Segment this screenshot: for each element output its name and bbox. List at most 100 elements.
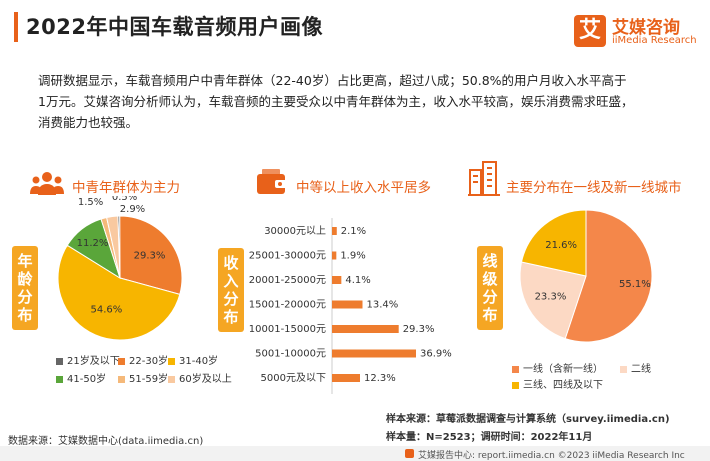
pie-value-label: 54.6% (90, 304, 122, 315)
income-panel-title: 中等以上收入水平居多 (296, 180, 431, 196)
pie-value-label: 2.9% (120, 204, 145, 215)
bottom-copyright: 艾媒报告中心: report.iimedia.cn ©2023 iiMedia … (418, 451, 685, 461)
buildings-icon (468, 161, 500, 196)
pie-value-label: 21.6% (545, 240, 577, 251)
legend-label: 21岁及以下 (67, 356, 120, 367)
logo-name-cn: 艾媒咨询 (612, 18, 680, 38)
intro-line-1: 调研数据显示，车载音频用户中青年群体（22-40岁）占比更高，超过八成；50.8… (38, 73, 627, 88)
income-side-label: 收 入 分 布 (218, 248, 244, 332)
income-bar (332, 300, 363, 309)
legend-item-tier2: 二线 (620, 360, 651, 375)
bar-category-label: 15001-20000元 (249, 300, 326, 311)
bar-value-label: 36.9% (420, 349, 452, 360)
city-legend: 一线（含新一线） 二线 三线、四线及以下 (512, 360, 692, 394)
pie-value-label: 55.1% (619, 279, 651, 290)
income-bar (332, 374, 360, 382)
bar-value-label: 4.1% (345, 275, 370, 286)
legend-swatch (118, 375, 125, 383)
legend-swatch (168, 357, 175, 365)
page-title: 2022年中国车载音频用户画像 (26, 15, 323, 39)
legend-swatch (168, 375, 175, 383)
legend-swatch (56, 357, 63, 365)
logo-mark-icon: 艾 (574, 15, 606, 47)
legend-label: 31-40岁 (179, 356, 219, 367)
income-bar (332, 349, 416, 358)
income-bar (332, 227, 337, 235)
income-bar (332, 276, 342, 284)
title-accent-bar (14, 12, 18, 42)
legend-swatch (512, 365, 519, 373)
brand-logo: 艾 艾媒咨询 iiMedia Research (574, 13, 704, 53)
sample-size: 样本量：N=2523；调研时间：2022年11月 (386, 432, 593, 443)
report-center-icon (405, 449, 414, 458)
legend-label: 二线 (631, 364, 651, 375)
bar-category-label: 5001-10000元 (255, 349, 326, 360)
pie-value-label: 23.3% (535, 291, 567, 302)
logo-name-en: iiMedia Research (612, 35, 697, 46)
legend-label: 51-59岁 (129, 374, 169, 385)
side-char: 年 (17, 252, 33, 270)
side-char: 布 (482, 306, 498, 324)
side-char: 入 (223, 272, 239, 290)
bar-category-label: 30000元以上 (264, 225, 326, 237)
legend-item-21-under: 21岁及以下 (56, 352, 120, 367)
legend-label: 三线、四线及以下 (523, 380, 603, 391)
bar-value-label: 29.3% (403, 324, 435, 335)
bar-value-label: 13.4% (367, 300, 399, 311)
bar-value-label: 12.3% (364, 373, 396, 384)
income-bar (332, 325, 399, 333)
age-panel-title: 中青年群体为主力 (72, 180, 180, 196)
pie-slice (106, 215, 121, 279)
age-side-label: 年 龄 分 布 (12, 246, 38, 330)
people-group-icon (30, 172, 64, 195)
pie-value-label: 0.5% (112, 196, 137, 203)
legend-item-tier3: 三线、四线及以下 (512, 376, 603, 391)
city-side-label: 线 级 分 布 (477, 246, 503, 330)
side-char: 龄 (17, 270, 33, 288)
legend-item-41-50: 41-50岁 (56, 370, 106, 385)
intro-paragraph: 调研数据显示，车载音频用户中青年群体（22-40岁）占比更高，超过八成；50.8… (38, 70, 688, 133)
pie-value-label: 29.3% (134, 250, 166, 261)
side-char: 收 (223, 254, 239, 272)
intro-line-3: 消费能力也较强。 (38, 115, 139, 130)
legend-label: 60岁及以上 (179, 374, 232, 385)
sample-source: 样本来源：草莓派数据调查与计算系统（survey.iimedia.cn) (386, 414, 670, 425)
bar-category-label: 20001-25000元 (249, 275, 326, 286)
legend-swatch (512, 381, 519, 389)
age-legend: 21岁及以下 22-30岁 31-40岁 41-50岁 51-59岁 60岁及以… (56, 352, 236, 394)
legend-item-60-over: 60岁及以上 (168, 370, 232, 385)
pie-slice (564, 209, 653, 343)
legend-label: 22-30岁 (129, 356, 169, 367)
pie-slice (119, 215, 183, 295)
legend-label: 41-50岁 (67, 374, 107, 385)
intro-line-2: 1万元。艾媒咨询分析师认为，车载音频的主要受众以中青年群体为主，收入水平较高，娱… (38, 94, 634, 109)
pie-slice (519, 261, 587, 340)
pie-value-label: 11.2% (77, 238, 109, 249)
bottom-bar (0, 446, 710, 461)
age-pie-chart: 0.5% 29.3% 54.6% 11.2% 1.5% 2.9% (57, 196, 183, 341)
bar-value-label: 2.1% (341, 226, 366, 237)
pie-slice (57, 244, 181, 341)
side-char: 分 (223, 290, 239, 308)
bar-category-label: 5000元及以下 (261, 372, 326, 384)
legend-swatch (56, 375, 63, 383)
legend-label: 一线（含新一线） (523, 364, 603, 375)
pie-value-label: 1.5% (78, 197, 103, 208)
side-char: 线 (482, 252, 498, 270)
side-char: 布 (17, 306, 33, 324)
legend-swatch (620, 365, 627, 373)
pie-slice (520, 209, 587, 277)
city-panel-title: 主要分布在一线及新一线城市 (506, 180, 682, 196)
income-bar (332, 251, 337, 260)
legend-item-22-30: 22-30岁 (118, 352, 168, 367)
data-source: 数据来源：艾媒数据中心(data.iimedia.cn) (8, 436, 204, 447)
bar-value-label: 1.9% (340, 251, 365, 262)
side-char: 级 (482, 270, 498, 288)
legend-item-51-59: 51-59岁 (118, 370, 168, 385)
legend-item-31-40: 31-40岁 (168, 352, 218, 367)
side-char: 布 (223, 308, 239, 326)
city-pie-chart: 55.1% 23.3% 21.6% (519, 209, 653, 343)
legend-swatch (118, 357, 125, 365)
income-bar-chart: 30000元以上 2.1% 25001-30000元 1.9% 20001-25000元… (249, 218, 452, 394)
